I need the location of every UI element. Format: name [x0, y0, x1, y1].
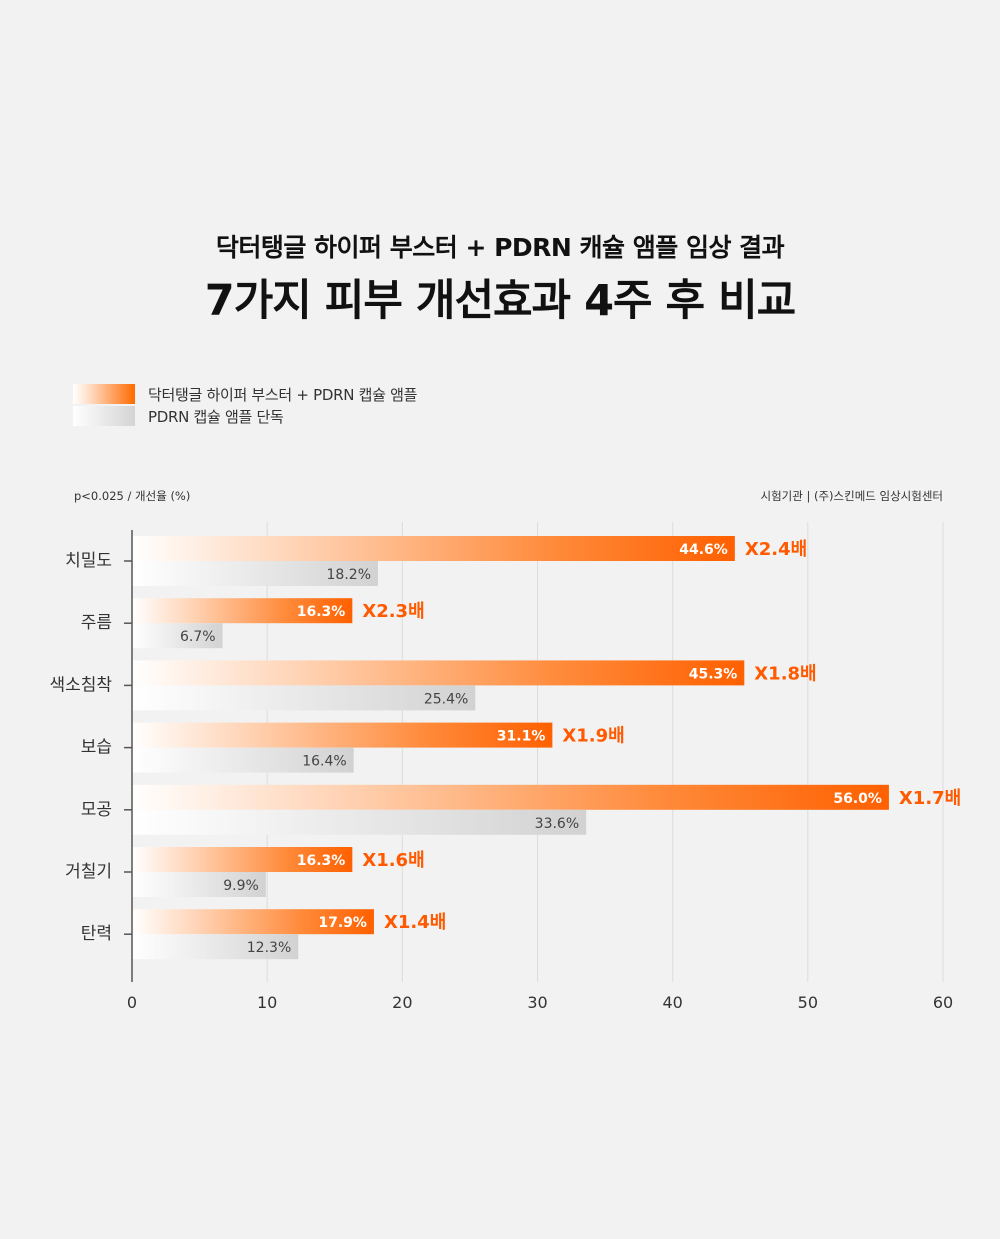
bar-combo — [132, 847, 353, 872]
data-label-single: 16.4% — [302, 754, 346, 770]
legend-label-single: PDRN 캡슐 앰플 단독 — [148, 407, 284, 426]
ratio-label: X2.4배 — [745, 539, 807, 560]
bar-single — [132, 809, 587, 835]
data-label-single: 33.6% — [535, 816, 579, 832]
data-label-single: 6.7% — [180, 629, 216, 645]
legend-swatch-orange — [73, 384, 135, 404]
bar-single — [132, 623, 223, 649]
legend-swatch-gray — [73, 406, 135, 426]
data-label-combo: 56.0% — [833, 791, 882, 807]
bar-combo — [132, 598, 353, 624]
x-tick-label: 10 — [257, 993, 277, 1012]
bar-combo — [132, 909, 374, 935]
data-label-single: 25.4% — [424, 691, 468, 707]
chart-subtitle: 닥터탱글 하이퍼 부스터 + PDRN 캐슐 앰플 임상 결과 — [215, 233, 785, 262]
test-institution-note: 시험기관 | (주)스킨메드 임상시험센터 — [760, 489, 943, 503]
legend: 닥터탱글 하이퍼 부스터 + PDRN 캡슐 앰플 PDRN 캡슐 앰플 단독 — [73, 383, 417, 427]
legend-item-single: PDRN 캡슐 앰플 단독 — [73, 405, 417, 427]
bar-single — [132, 872, 266, 897]
data-label-combo: 44.6% — [679, 542, 728, 558]
data-label-combo: 45.3% — [689, 666, 738, 682]
ratio-label: X1.7배 — [899, 788, 961, 809]
category-label: 탄력 — [81, 924, 112, 944]
data-label-combo: 31.1% — [497, 729, 546, 745]
data-label-combo: 16.3% — [297, 853, 346, 869]
labels-layer: 44.6% X2.4배 18.2% 16.3% X2.3배 6.7% 45.3% X1.8배 2… — [180, 539, 961, 956]
chart-title: 7가지 피부 개선효과 4주 후 비교 — [204, 276, 796, 326]
x-tick-label: 20 — [392, 993, 412, 1012]
category-label: 치밀도 — [65, 551, 112, 571]
category-label: 색소침착 — [49, 675, 112, 695]
bar-single — [132, 685, 476, 711]
category-label: 주름 — [81, 613, 112, 633]
x-tick-label: 60 — [933, 993, 953, 1012]
ratio-label: X1.6배 — [362, 850, 424, 871]
bar-combo — [132, 660, 745, 686]
data-label-single: 9.9% — [223, 878, 259, 894]
bar-combo — [132, 536, 735, 561]
category-label: 거칠기 — [65, 862, 112, 882]
category-label: 모공 — [81, 800, 112, 820]
category-label: 보습 — [81, 738, 112, 758]
bar-single — [132, 934, 299, 960]
ratio-label: X1.4배 — [384, 912, 446, 933]
ratio-label: X2.3배 — [362, 601, 424, 622]
significance-note: p<0.025 / 개선율 (%) — [74, 489, 191, 503]
data-label-single: 18.2% — [327, 567, 371, 583]
x-tick-label: 30 — [527, 993, 547, 1012]
bar-combo — [132, 722, 553, 748]
data-label-combo: 17.9% — [318, 915, 367, 931]
ratio-label: X1.8배 — [754, 663, 816, 684]
x-tick-label: 40 — [662, 993, 682, 1012]
bar-single — [132, 747, 354, 773]
bar-single — [132, 561, 379, 586]
data-label-single: 12.3% — [247, 940, 291, 956]
x-tick-label: 50 — [798, 993, 818, 1012]
bar-combo — [132, 784, 889, 810]
bars-layer — [132, 536, 889, 960]
ratio-label: X1.9배 — [562, 726, 624, 747]
data-label-combo: 16.3% — [297, 604, 346, 620]
x-tick-label: 0 — [127, 993, 137, 1012]
legend-item-combo: 닥터탱글 하이퍼 부스터 + PDRN 캡슐 앰플 — [73, 383, 417, 405]
legend-label-combo: 닥터탱글 하이퍼 부스터 + PDRN 캡슐 앰플 — [148, 385, 418, 404]
